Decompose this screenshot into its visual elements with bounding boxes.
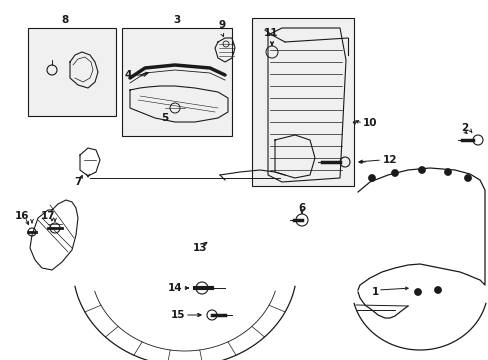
Text: 17: 17 <box>41 211 55 221</box>
Circle shape <box>414 288 421 296</box>
Text: 10: 10 <box>362 118 376 128</box>
Circle shape <box>391 170 398 176</box>
Bar <box>251 18 353 186</box>
Text: 3: 3 <box>173 15 180 25</box>
Text: 16: 16 <box>15 211 29 221</box>
Text: 6: 6 <box>298 203 305 213</box>
Text: 7: 7 <box>74 177 81 187</box>
Bar <box>122 28 231 136</box>
Circle shape <box>444 168 450 176</box>
Text: 4: 4 <box>124 70 131 80</box>
Text: 14: 14 <box>167 283 182 293</box>
Text: 15: 15 <box>170 310 185 320</box>
Circle shape <box>464 175 470 181</box>
Circle shape <box>418 166 425 174</box>
Bar <box>28 28 116 116</box>
Text: 5: 5 <box>161 113 168 123</box>
Circle shape <box>434 287 441 293</box>
Text: 13: 13 <box>192 243 207 253</box>
Text: 8: 8 <box>61 15 68 25</box>
Text: 9: 9 <box>218 20 225 30</box>
Text: 12: 12 <box>382 155 396 165</box>
Circle shape <box>368 175 375 181</box>
Text: 1: 1 <box>370 287 378 297</box>
Text: 2: 2 <box>461 123 468 133</box>
Text: 11: 11 <box>263 28 278 38</box>
